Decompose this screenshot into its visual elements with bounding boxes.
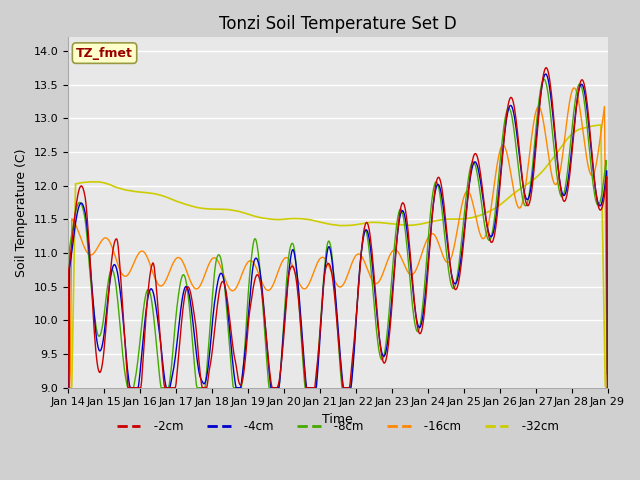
Title: Tonzi Soil Temperature Set D: Tonzi Soil Temperature Set D <box>219 15 456 33</box>
Text: TZ_fmet: TZ_fmet <box>76 47 133 60</box>
X-axis label: Time: Time <box>323 413 353 426</box>
Legend:  -2cm,  -4cm,  -8cm,  -16cm,  -32cm: -2cm, -4cm, -8cm, -16cm, -32cm <box>112 416 563 438</box>
Y-axis label: Soil Temperature (C): Soil Temperature (C) <box>15 148 28 277</box>
